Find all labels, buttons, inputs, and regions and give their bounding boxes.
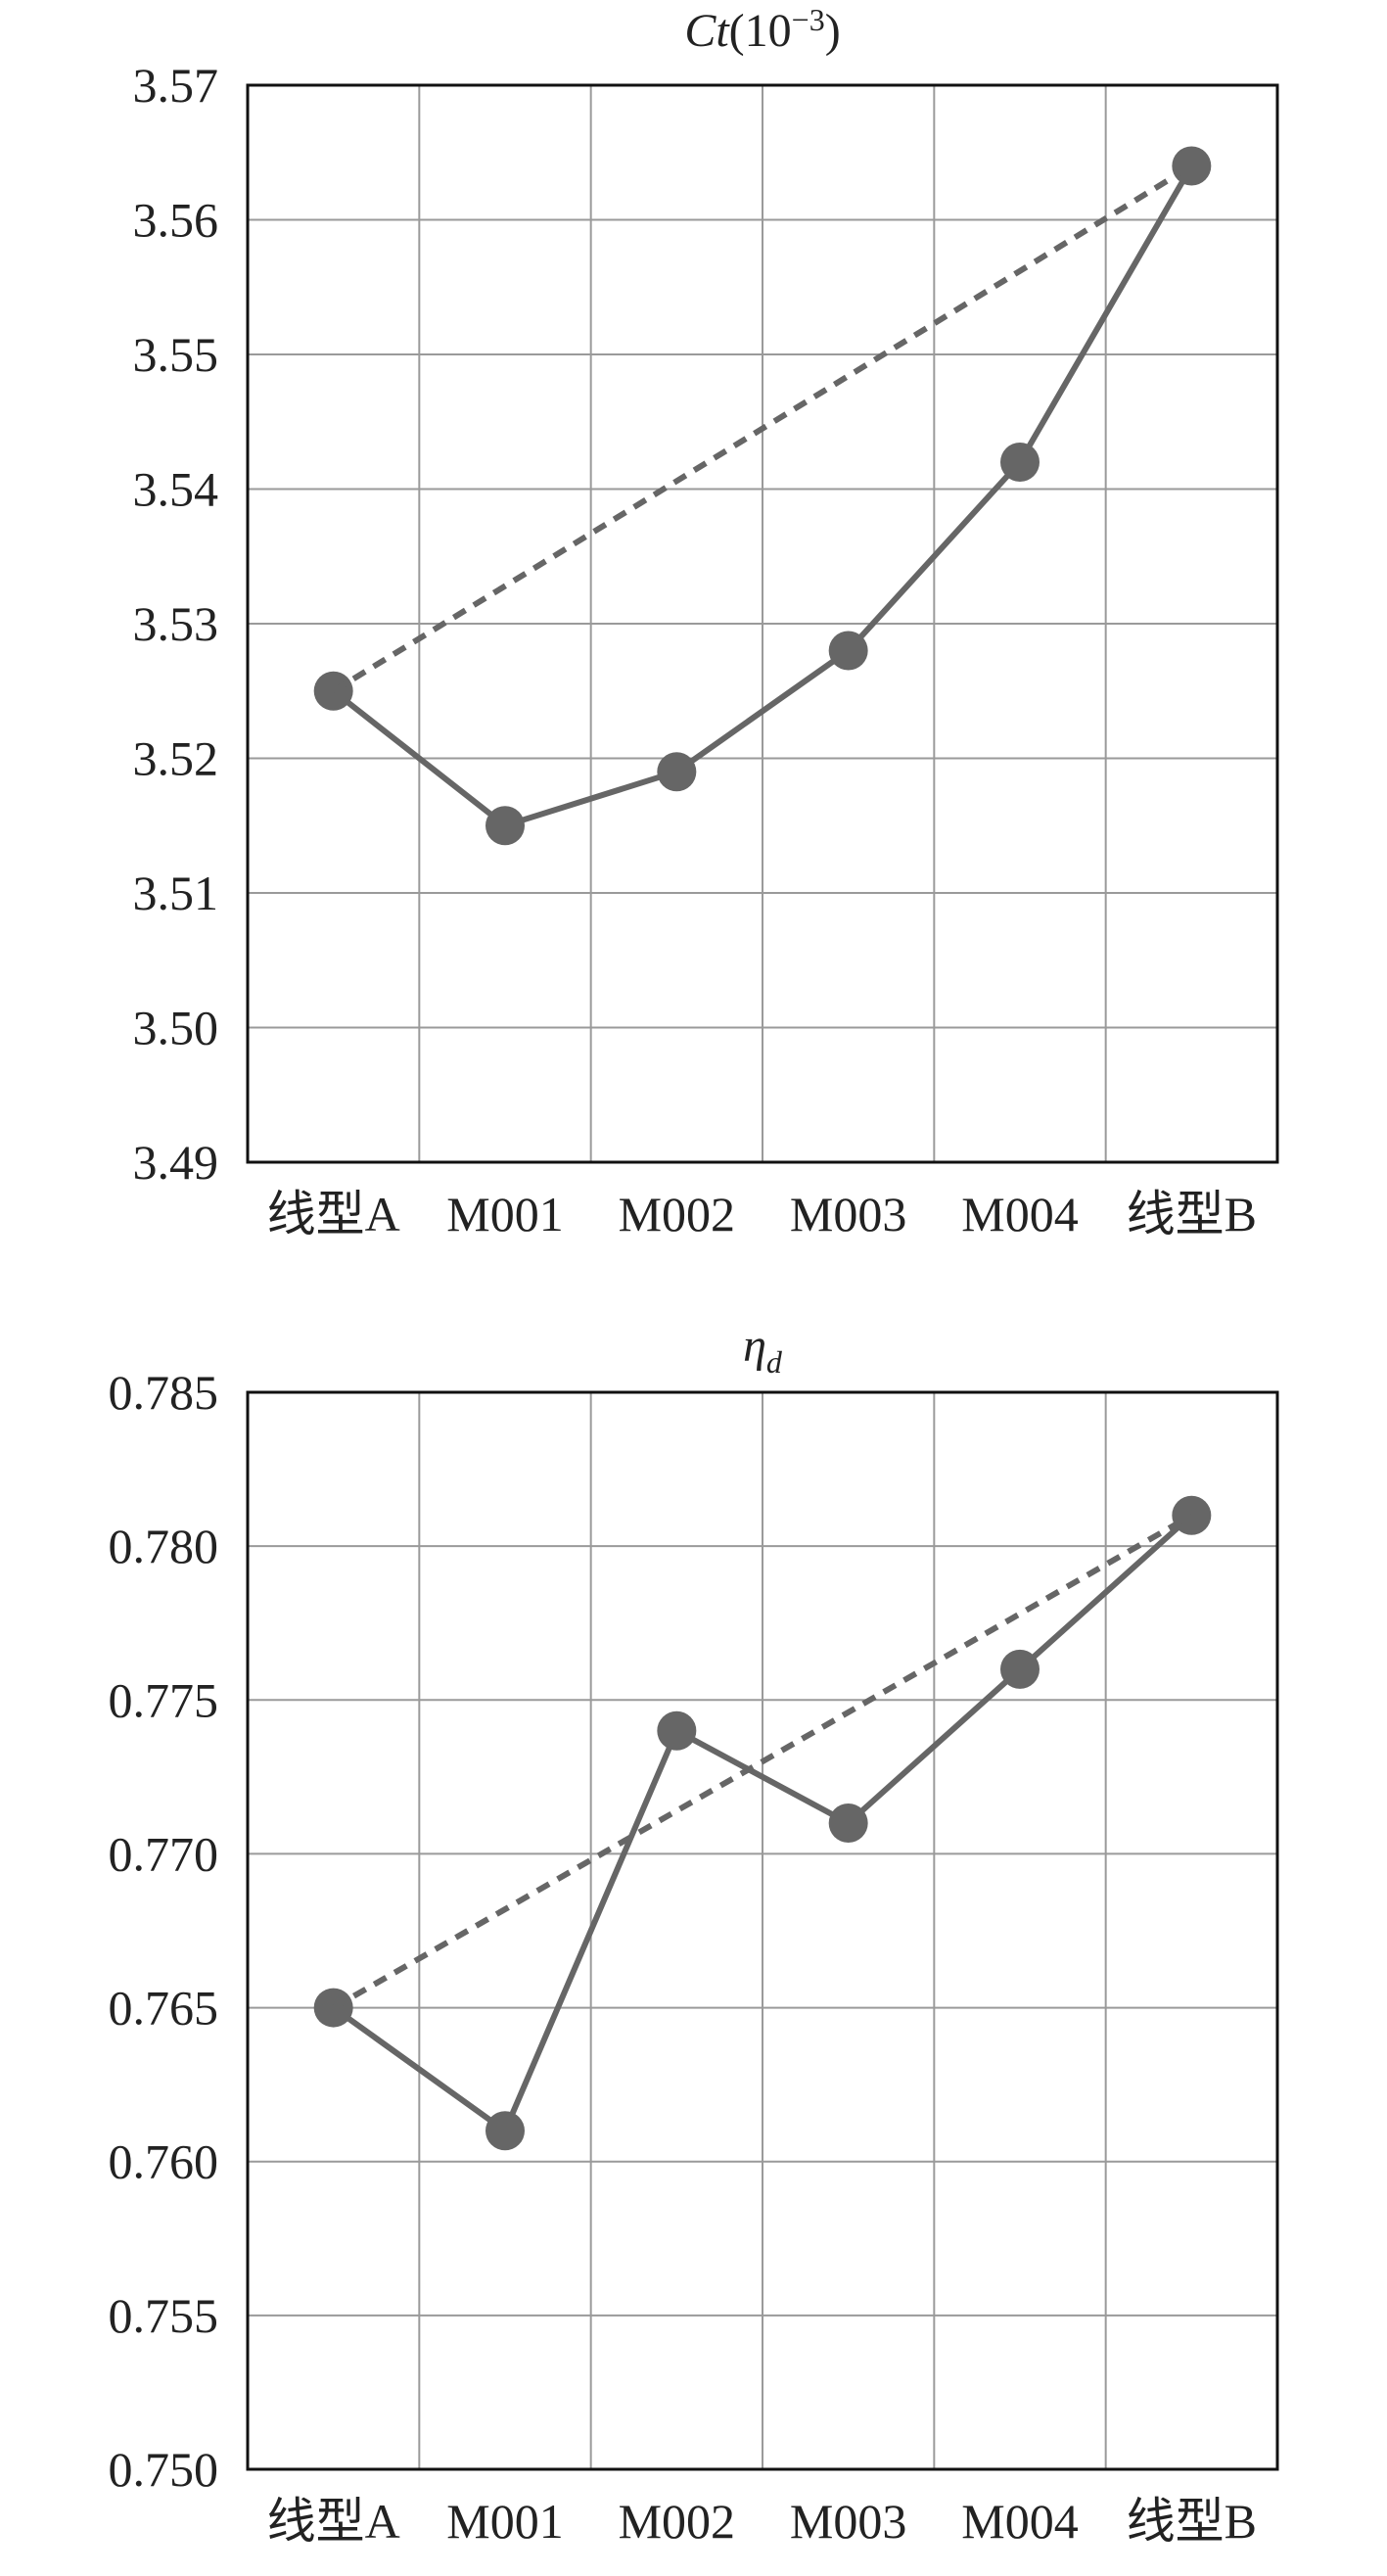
x-tick-label: 线型B [1127,2494,1257,2549]
eta-d-chart: 0.750 0.755 0.760 0.765 0.770 0.775 0.780 0.785… [109,1320,1279,2549]
plot-frame [246,1390,1279,2471]
data-point [485,806,525,846]
x-tick-label: M002 [619,2494,735,2549]
y-tick-label: 0.785 [109,1365,219,1420]
x-tick-label: M001 [446,1187,563,1241]
data-point [1172,1495,1212,1535]
data-point [313,671,353,711]
y-tick-label: 0.755 [109,2288,219,2343]
x-tick-label: M004 [961,1187,1078,1241]
data-point [657,1710,697,1751]
y-tick-label: 3.54 [133,462,219,517]
data-point [1000,1649,1040,1689]
y-tick-label: 0.760 [109,2134,219,2189]
x-tick-label: 线型A [267,1187,400,1241]
series-line-dashed [332,163,1193,694]
x-tick-label: M004 [961,2494,1078,2549]
y-tick-label: 0.750 [109,2442,219,2497]
y-tick-label: 3.55 [133,327,219,382]
series-line-dashed [332,1513,1193,2011]
y-tick-label: 3.50 [133,1001,219,1055]
series-line [331,164,1194,829]
y-tick-label: 3.53 [133,596,219,651]
x-tick-label: M003 [790,1187,906,1241]
x-tick-label: M002 [619,1187,735,1241]
chart-title: Ct(10−3) [684,2,840,57]
y-tick-label: 3.56 [133,193,219,248]
y-tick-label: 0.780 [109,1519,219,1573]
chart-title: ηd [743,1320,783,1380]
series-line [331,1513,1194,2134]
ct-chart: 3.49 3.50 3.51 3.52 3.53 3.54 3.55 3.56 3.57 线型A M… [133,2,1279,1241]
data-point [485,2111,525,2151]
data-point [657,752,697,792]
y-tick-label: 0.765 [109,1981,219,2036]
x-tick-label: M001 [446,2494,563,2549]
data-point [828,631,868,671]
x-tick-label: 线型B [1127,1187,1257,1241]
data-point [313,1988,353,2028]
data-point [1172,146,1212,186]
y-tick-label: 0.775 [109,1672,219,1727]
plot-frame [246,83,1279,1164]
y-tick-label: 3.49 [133,1135,219,1190]
y-tick-label: 3.51 [133,866,219,920]
x-tick-label: 线型A [267,2494,400,2549]
y-tick-label: 3.57 [133,58,219,113]
data-point [1000,443,1040,482]
data-point [828,1803,868,1843]
y-tick-label: 0.770 [109,1826,219,1881]
y-tick-label: 3.52 [133,731,219,786]
x-tick-label: M003 [790,2494,906,2549]
